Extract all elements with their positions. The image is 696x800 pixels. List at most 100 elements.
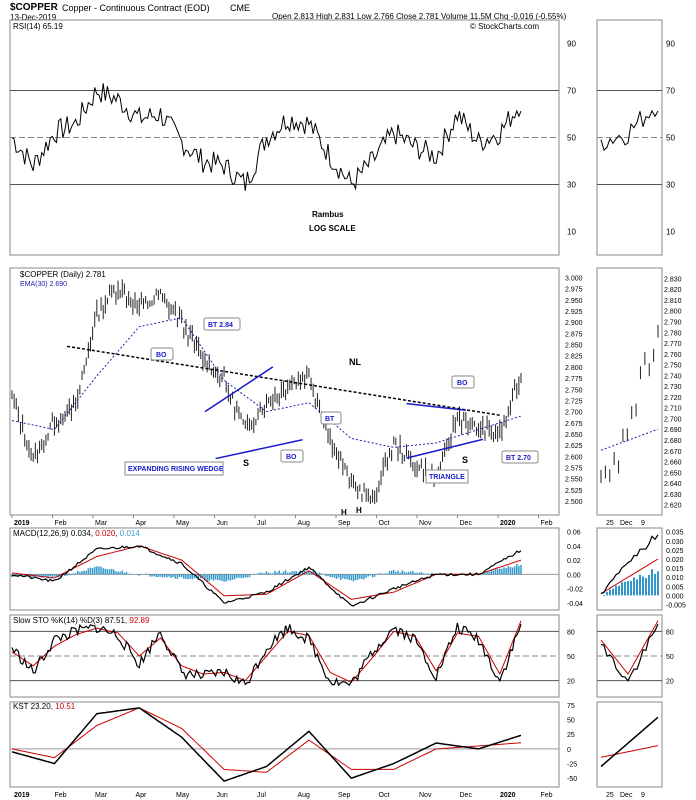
inset-price-tick: 2.710 (664, 406, 682, 413)
inset-x-tick-bottom: 25 (606, 792, 614, 799)
x-tick-bottom: Jul (257, 792, 266, 799)
inset-price-tick: 2.780 (664, 330, 682, 337)
price-tick: 2.575 (565, 466, 583, 473)
x-tick-mid: May (176, 520, 190, 527)
wedge-lower-line (215, 439, 303, 460)
inset-sto-tick: 50 (666, 654, 674, 661)
inset-sto-tick: 80 (666, 629, 674, 636)
x-tick-mid: 2019 (14, 520, 30, 527)
sto-d-line (11, 620, 522, 683)
macd-tick: 0.06 (567, 530, 581, 537)
price-tick: 2.725 (565, 398, 583, 405)
rsi-inset-tick: 50 (666, 134, 675, 143)
sto-tick: 20 (567, 679, 575, 686)
price-tick: 2.900 (565, 320, 583, 327)
inset-x-tick-mid: 25 (606, 520, 614, 527)
inset-price-tick: 2.820 (664, 287, 682, 294)
macd-tick: -0.04 (567, 601, 583, 608)
rsi-tick: 70 (567, 87, 576, 96)
inset-x-tick-bottom: 9 (641, 792, 645, 799)
rsi-tick: 10 (567, 228, 576, 237)
inset-macd-tick: 0.010 (666, 575, 684, 582)
inset-price-tick: 2.830 (664, 276, 682, 283)
panel-frame-price (9, 267, 560, 516)
inset-price-tick: 2.700 (664, 416, 682, 423)
inset-macd-signal (600, 558, 659, 595)
watermark-author: Rambus (312, 210, 344, 219)
annotation-bt270: BT 2.70 (501, 450, 539, 464)
svg-text:BO: BO (156, 352, 167, 359)
inset-price-tick: 2.800 (664, 309, 682, 316)
inset-price-tick: 2.750 (664, 363, 682, 370)
macd-tick: 0.02 (567, 558, 581, 565)
price-tick: 2.950 (565, 298, 583, 305)
rsi-inset-tick: 90 (666, 40, 675, 49)
inset-macd-tick: 0.030 (666, 539, 684, 546)
inset-macd-line (600, 534, 659, 595)
x-tick-bottom: Feb (55, 792, 67, 799)
triangle-upper-line (406, 402, 466, 412)
x-tick-mid: Oct (379, 520, 390, 527)
kst-tick: 25 (567, 732, 575, 739)
inset-price-tick: 2.740 (664, 373, 682, 380)
macd-line (11, 545, 522, 607)
macd-label: MACD(12,26,9) 0.034, 0.020, 0.014 (13, 529, 140, 538)
x-tick-bottom: Sep (338, 792, 351, 799)
ohlc-readout: Open 2.813 High 2.831 Low 2.766 Close 2.… (272, 12, 567, 21)
kst-signal-line (11, 707, 522, 773)
inset-price-tick: 2.670 (664, 449, 682, 456)
inset-x-tick-mid: Dec (620, 520, 633, 527)
panel-frame-macd (9, 527, 560, 611)
panel-frame-kst (9, 701, 560, 788)
annotation-triangle: TRIANGLE (425, 469, 469, 484)
inset-price-tick: 2.760 (664, 352, 682, 359)
price-tick: 2.650 (565, 432, 583, 439)
svg-text:BT 2.84: BT 2.84 (208, 322, 233, 329)
watermark-scale: LOG SCALE (309, 224, 356, 233)
x-tick-bottom: 2019 (14, 792, 30, 799)
inset-frame-price (596, 267, 663, 516)
kst-label: KST 23.20, 10.51 (13, 702, 76, 711)
inset-sto-k (600, 623, 659, 682)
price-tick: 2.525 (565, 488, 583, 495)
inset-sto-d (600, 620, 659, 675)
annotation-wedge: EXPANDING RISING WEDGE (124, 461, 224, 476)
price-tick: 2.975 (565, 287, 583, 294)
neckline-line (67, 345, 500, 416)
macd-tick: 0.00 (567, 572, 581, 579)
rsi-tick: 90 (567, 40, 576, 49)
inset-macd-tick: 0.000 (666, 593, 684, 600)
price-tick: 2.625 (565, 443, 583, 450)
rsi-line (11, 83, 522, 191)
kst-tick: -25 (567, 762, 577, 769)
kst-tick: -50 (567, 776, 577, 783)
sto-tick: 50 (567, 654, 575, 661)
svg-text:BO: BO (457, 380, 468, 387)
x-tick-mid: Jun (217, 520, 228, 527)
kst-line (11, 707, 522, 782)
x-tick-mid: Nov (419, 520, 432, 527)
x-tick-mid: Jul (257, 520, 266, 527)
svg-text:EXPANDING RISING WEDGE: EXPANDING RISING WEDGE (128, 466, 224, 473)
annotation-nl: NL (349, 357, 361, 367)
sto-k-line (11, 622, 522, 687)
x-tick-mid: Aug (298, 520, 311, 527)
annotation-h2: H (356, 506, 362, 515)
annotation-bo2: BO (451, 375, 475, 389)
inset-macd-tick: 0.035 (666, 530, 684, 537)
x-tick-mid: Mar (95, 520, 108, 527)
inset-price-tick: 2.690 (664, 427, 682, 434)
annotation-bo1: BO (150, 347, 174, 361)
svg-text:BT 2.70: BT 2.70 (506, 455, 531, 462)
chart-exchange: CME (230, 3, 250, 13)
inset-macd-tick: 0.020 (666, 557, 684, 564)
x-tick-mid: 2020 (500, 520, 516, 527)
x-tick-mid: Sep (338, 520, 351, 527)
annotation-bt284: BT 2.84 (203, 317, 241, 331)
annotation-s1: S (243, 458, 249, 468)
kst-tick: 50 (567, 718, 575, 725)
inset-ema-line (600, 428, 659, 451)
inset-x-tick-bottom: Dec (620, 792, 633, 799)
price-tick: 2.550 (565, 477, 583, 484)
